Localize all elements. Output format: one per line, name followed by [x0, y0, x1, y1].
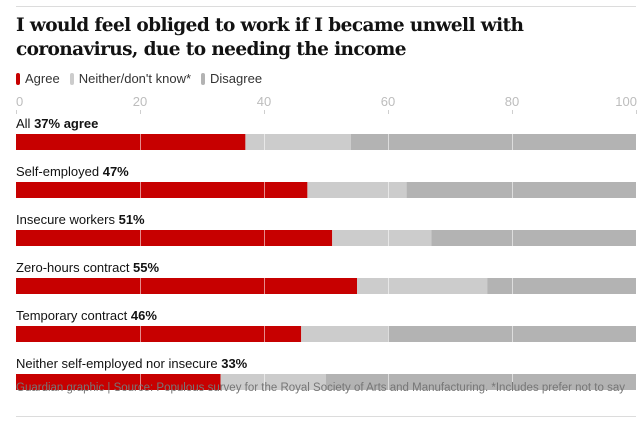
legend-label-neither: Neither/don't know* — [78, 71, 192, 86]
legend-label-agree: Agree — [25, 71, 60, 86]
legend-swatch-agree — [16, 72, 20, 85]
bar-segment-disagree — [326, 374, 636, 390]
legend: Agree Neither/don't know* Disagree — [16, 71, 272, 86]
bar-segment-agree — [16, 326, 302, 342]
bar-segment-agree — [16, 374, 221, 390]
bar-segment-neither-don-t-know — [245, 134, 351, 150]
bar-segment-disagree — [350, 134, 636, 150]
x-tick-label: 60 — [381, 94, 395, 109]
legend-item-neither: Neither/don't know* — [69, 71, 192, 86]
legend-label-disagree: Disagree — [210, 71, 263, 86]
row-label-value: 46% — [131, 308, 157, 323]
row-label-name: Zero-hours contract — [16, 260, 133, 275]
x-tick-label: 100 — [615, 94, 637, 109]
bar-segment-agree — [16, 278, 357, 294]
source-note: Guardian graphic | Source: Populous surv… — [16, 382, 625, 394]
bar-segment-agree — [16, 182, 308, 198]
legend-item-agree: Agree — [16, 71, 60, 86]
bar-segment-neither-don-t-know — [357, 278, 488, 294]
row-label-name: Self-employed — [16, 164, 103, 179]
bar-segment-disagree — [406, 182, 636, 198]
top-rule — [16, 6, 636, 7]
row-label-name: All — [16, 116, 34, 131]
row-label: Neither self-employed nor insecure 33% — [16, 356, 248, 371]
x-tick-label: 0 — [16, 94, 23, 109]
row-label: Self-employed 47% — [16, 164, 129, 179]
x-tick-label: 80 — [505, 94, 519, 109]
x-tick-label: 40 — [257, 94, 271, 109]
row-label-name: Insecure workers — [16, 212, 119, 227]
legend-swatch-neither — [69, 72, 74, 85]
row-label: Temporary contract 46% — [16, 308, 157, 323]
x-tick-label: 20 — [133, 94, 147, 109]
bottom-rule — [16, 416, 636, 417]
chart-title: I would feel obliged to work if I became… — [16, 15, 524, 60]
row-label-value: 55% — [133, 260, 159, 275]
row-label-name: Temporary contract — [16, 308, 131, 323]
row-label-value: 33% — [221, 356, 247, 371]
row-label: All 37% agree — [16, 116, 98, 131]
bar-segment-neither-don-t-know — [307, 182, 407, 198]
bar-segment-disagree — [487, 278, 636, 294]
bar-segment-agree — [16, 134, 246, 150]
row-label-value: 37% agree — [34, 116, 98, 131]
bar-segment-neither-don-t-know — [220, 374, 326, 390]
legend-swatch-disagree — [201, 72, 206, 85]
row-label-value: 47% — [103, 164, 129, 179]
row-label: Insecure workers 51% — [16, 212, 145, 227]
row-label-name: Neither self-employed nor insecure — [16, 356, 221, 371]
row-label-value: 51% — [119, 212, 145, 227]
bar-segment-agree — [16, 230, 333, 246]
legend-item-disagree: Disagree — [201, 71, 262, 86]
bar-segment-neither-don-t-know — [332, 230, 432, 246]
row-label: Zero-hours contract 55% — [16, 260, 160, 275]
bar-segment-neither-don-t-know — [301, 326, 388, 342]
bar-segment-disagree — [431, 230, 636, 246]
